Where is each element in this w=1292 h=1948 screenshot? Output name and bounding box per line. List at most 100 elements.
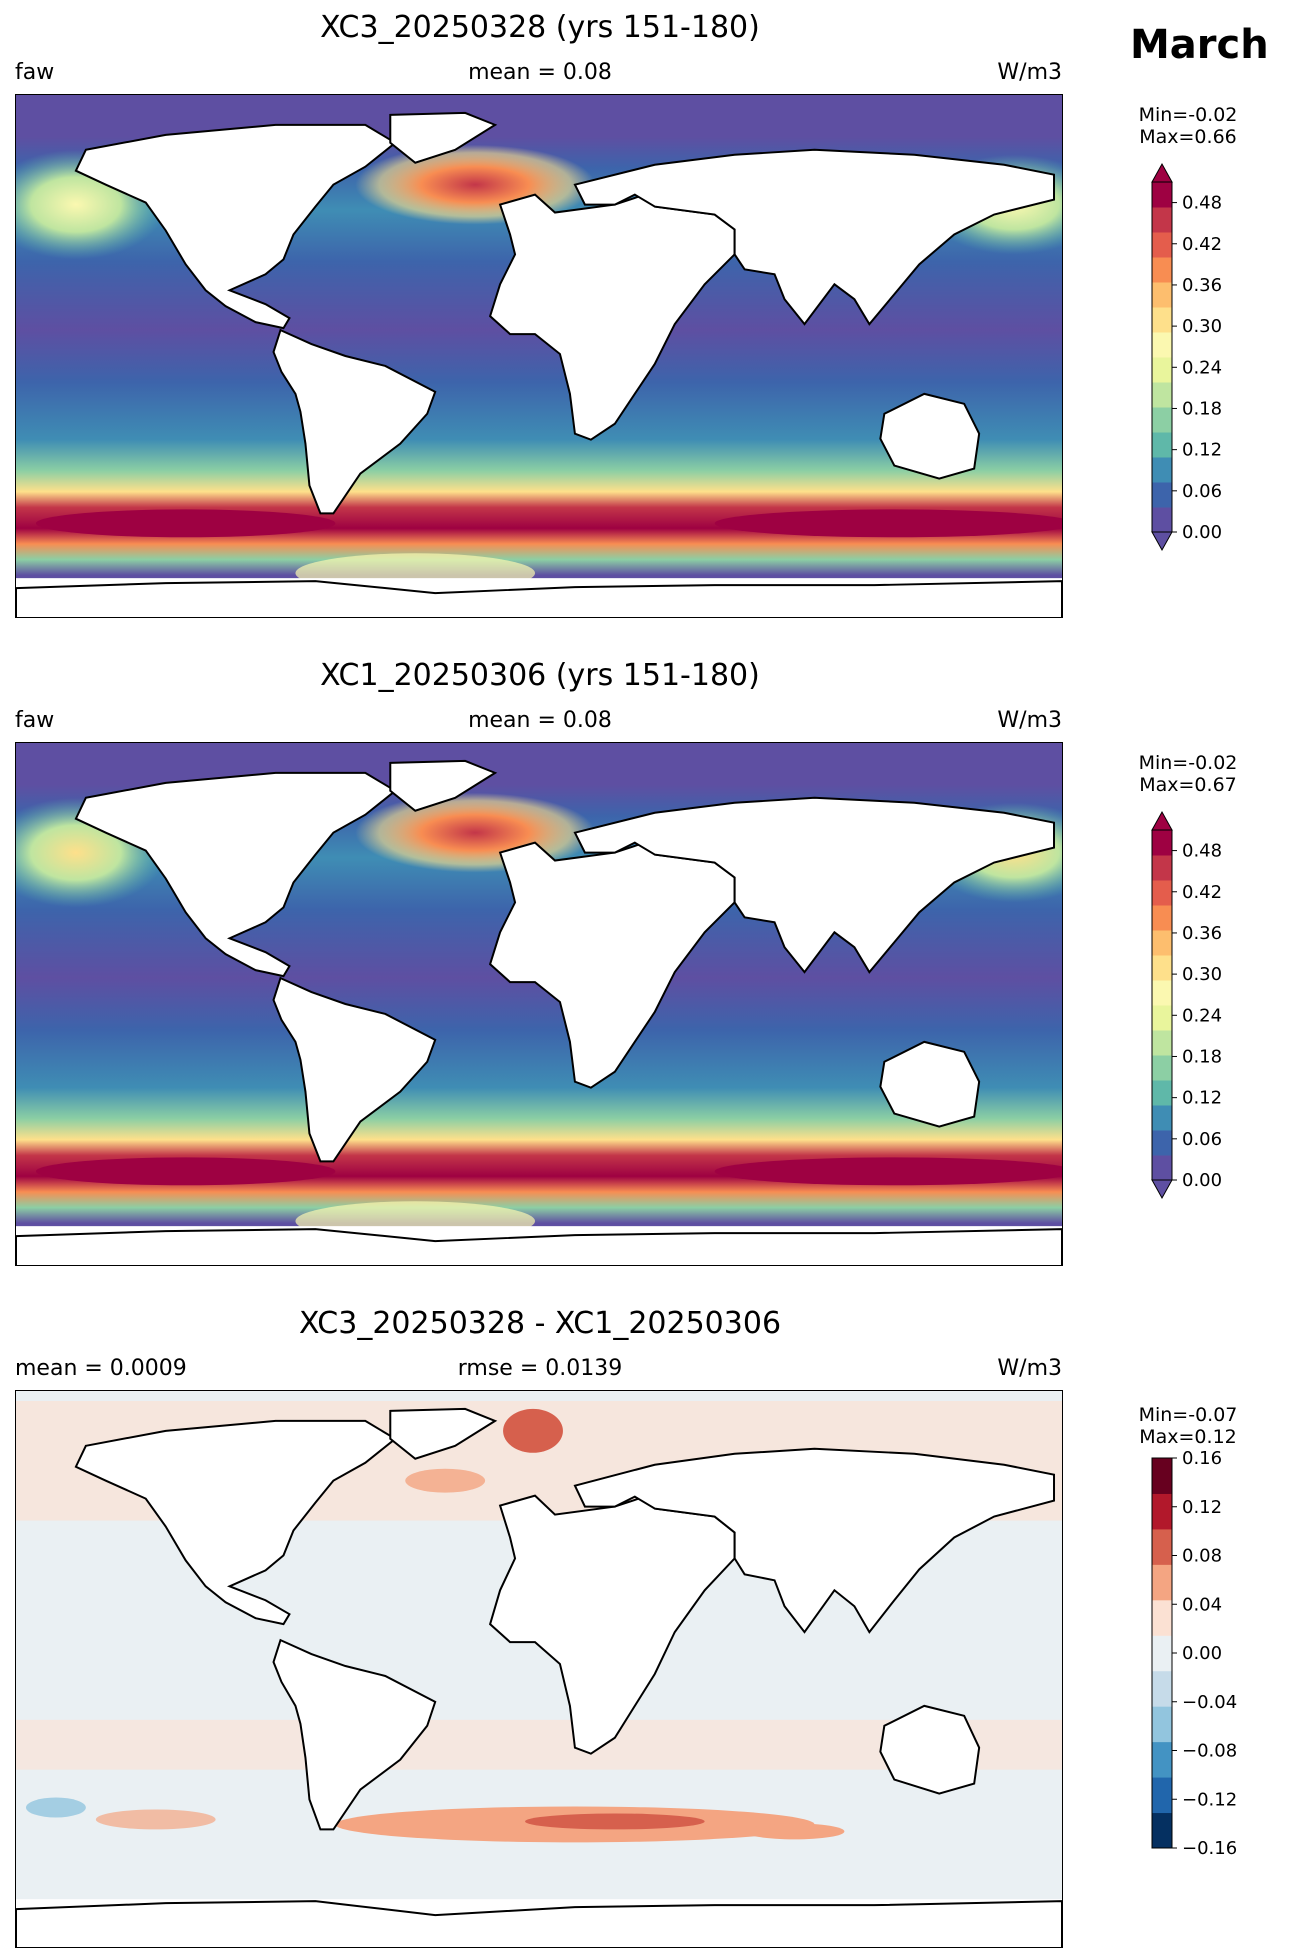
colorbar-segment bbox=[1152, 1130, 1172, 1156]
colorbar-segment bbox=[1152, 1055, 1172, 1081]
panel-1-max-label: Max=0.66 bbox=[1139, 126, 1237, 148]
colorbar-segment bbox=[1152, 830, 1172, 856]
colorbar-segment bbox=[1152, 357, 1172, 383]
panel-1-map bbox=[15, 94, 1063, 618]
panel-2-map bbox=[15, 742, 1063, 1266]
panel-3-colorbar: 0.16 0.12 0.08 0.04 0.00 −0.04 −0.08 −0.12 −0.16 bbox=[1150, 1448, 1290, 1858]
colorbar-1-svg: 0.00 0.06 0.12 0.18 0.24 0.30 0.36 0.42 0.48 bbox=[1151, 162, 1222, 552]
colorbar-segment bbox=[1152, 457, 1172, 483]
colorbar-segment bbox=[1152, 1105, 1172, 1131]
colorbar-segment bbox=[1152, 1564, 1172, 1601]
colorbar-segment bbox=[1152, 1741, 1172, 1778]
panel-2-title: XC1_20250306 (yrs 151-180) bbox=[320, 658, 760, 693]
panel-3-max-label: Max=0.12 bbox=[1139, 1426, 1237, 1448]
colorbar-frame bbox=[1151, 829, 1173, 1181]
colorbar-segment bbox=[1152, 207, 1172, 233]
colorbar-segment bbox=[1152, 282, 1172, 308]
panel-3-rmse-label: rmse = 0.0139 bbox=[457, 1356, 623, 1381]
colorbar-tick-label: 0.12 bbox=[1182, 440, 1222, 461]
panel-2-variable-label: faw bbox=[15, 708, 55, 733]
colorbar-max-arrow bbox=[1151, 810, 1173, 831]
colorbar-3-svg: 0.16 0.12 0.08 0.04 0.00 −0.04 −0.08 −0.12 −0.16 bbox=[1151, 1448, 1237, 1858]
colorbar-2-svg: 0.00 0.06 0.12 0.18 0.24 0.30 0.36 0.42 0.48 bbox=[1151, 810, 1222, 1200]
colorbar-tick-label: 0.12 bbox=[1182, 1497, 1222, 1518]
colorbar-tick-label: 0.04 bbox=[1182, 1594, 1222, 1615]
colorbar-segment bbox=[1152, 1030, 1172, 1056]
colorbar-tick-label: −0.16 bbox=[1182, 1838, 1237, 1858]
colorbar-segment bbox=[1152, 232, 1172, 258]
colorbar-frame bbox=[1151, 181, 1173, 533]
colorbar-segment bbox=[1152, 1599, 1172, 1636]
colorbar-segment bbox=[1152, 1635, 1172, 1672]
panel-3-min-label: Min=-0.07 bbox=[1138, 1404, 1238, 1426]
colorbar-tick-label: 0.00 bbox=[1182, 1643, 1222, 1664]
colorbar-segment bbox=[1152, 1706, 1172, 1743]
colorbar-segment bbox=[1152, 880, 1172, 906]
colorbar-segment bbox=[1152, 507, 1172, 533]
panel-2-min-label: Min=-0.02 bbox=[1138, 752, 1238, 774]
panel-2-max-label: Max=0.67 bbox=[1139, 774, 1237, 796]
colorbar-segment bbox=[1152, 955, 1172, 981]
colorbar-segment bbox=[1152, 482, 1172, 508]
colorbar-segment bbox=[1152, 980, 1172, 1006]
colorbar-tick-label: 0.12 bbox=[1182, 1088, 1222, 1109]
colorbar-tick-label: 0.08 bbox=[1182, 1546, 1222, 1567]
colorbar-tick-label: 0.30 bbox=[1182, 964, 1222, 985]
map-3-svg bbox=[16, 1391, 1062, 1947]
panel-1-variable-label: faw bbox=[15, 60, 55, 85]
colorbar-segment bbox=[1152, 1528, 1172, 1565]
colorbar-segment bbox=[1152, 1458, 1172, 1494]
colorbar-tick-label: 0.36 bbox=[1182, 275, 1222, 296]
panel-1-title: XC3_20250328 (yrs 151-180) bbox=[320, 10, 760, 45]
panel-1-units-label: W/m3 bbox=[997, 60, 1062, 85]
colorbar-tick-label: 0.48 bbox=[1182, 841, 1222, 862]
colorbar-tick-label: −0.08 bbox=[1182, 1741, 1237, 1762]
colorbar-segment bbox=[1152, 332, 1172, 358]
panel-1-colorbar: 0.00 0.06 0.12 0.18 0.24 0.30 0.36 0.42 0.48 bbox=[1150, 158, 1290, 556]
colorbar-tick-label: 0.24 bbox=[1182, 357, 1222, 378]
panel-1-mean-label: mean = 0.08 bbox=[468, 60, 612, 85]
colorbar-segment bbox=[1152, 1493, 1172, 1530]
colorbar-tick-label: 0.36 bbox=[1182, 923, 1222, 944]
colorbar-segment bbox=[1152, 1812, 1172, 1849]
colorbar-segment bbox=[1152, 1670, 1172, 1707]
colorbar-tick-label: 0.42 bbox=[1182, 234, 1222, 255]
panel-3-units-label: W/m3 bbox=[997, 1356, 1062, 1381]
colorbar-segment bbox=[1152, 382, 1172, 408]
panel-3-title: XC3_20250328 - XC1_20250306 bbox=[298, 1306, 782, 1341]
colorbar-segment bbox=[1152, 257, 1172, 283]
colorbar-tick-label: −0.04 bbox=[1182, 1692, 1237, 1713]
panel-3-mean-label: mean = 0.0009 bbox=[15, 1356, 187, 1381]
colorbar-tick-label: 0.18 bbox=[1182, 398, 1222, 419]
colorbar-tick-label: 0.06 bbox=[1182, 1129, 1222, 1150]
colorbar-segment bbox=[1152, 1080, 1172, 1106]
colorbar-tick-label: 0.00 bbox=[1182, 522, 1222, 543]
panel-2-colorbar: 0.00 0.06 0.12 0.18 0.24 0.30 0.36 0.42 0.48 bbox=[1150, 806, 1290, 1204]
panel-3-map bbox=[15, 1390, 1063, 1948]
panel-2-units-label: W/m3 bbox=[997, 708, 1062, 733]
month-title: March bbox=[1130, 22, 1269, 68]
colorbar-tick-label: 0.48 bbox=[1182, 193, 1222, 214]
map-2-svg bbox=[16, 743, 1062, 1265]
colorbar-min-arrow bbox=[1151, 1179, 1173, 1200]
colorbar-min-arrow bbox=[1151, 531, 1173, 552]
colorbar-segment bbox=[1152, 182, 1172, 208]
panel-2-mean-label: mean = 0.08 bbox=[468, 708, 612, 733]
colorbar-segment bbox=[1152, 855, 1172, 881]
colorbar-segment bbox=[1152, 432, 1172, 458]
colorbar-segment bbox=[1152, 407, 1172, 433]
colorbar-segment bbox=[1152, 905, 1172, 931]
colorbar-tick-label: 0.18 bbox=[1182, 1046, 1222, 1067]
colorbar-tick-label: −0.12 bbox=[1182, 1789, 1237, 1810]
colorbar-segment bbox=[1152, 1155, 1172, 1181]
colorbar-segment bbox=[1152, 307, 1172, 333]
panel-1-min-label: Min=-0.02 bbox=[1138, 104, 1238, 126]
colorbar-tick-label: 0.16 bbox=[1182, 1448, 1222, 1469]
colorbar-segment bbox=[1152, 1005, 1172, 1031]
colorbar-max-arrow bbox=[1151, 162, 1173, 183]
colorbar-tick-label: 0.24 bbox=[1182, 1005, 1222, 1026]
colorbar-tick-label: 0.30 bbox=[1182, 316, 1222, 337]
map-1-svg bbox=[16, 95, 1062, 617]
colorbar-segment bbox=[1152, 930, 1172, 956]
colorbar-tick-label: 0.06 bbox=[1182, 481, 1222, 502]
